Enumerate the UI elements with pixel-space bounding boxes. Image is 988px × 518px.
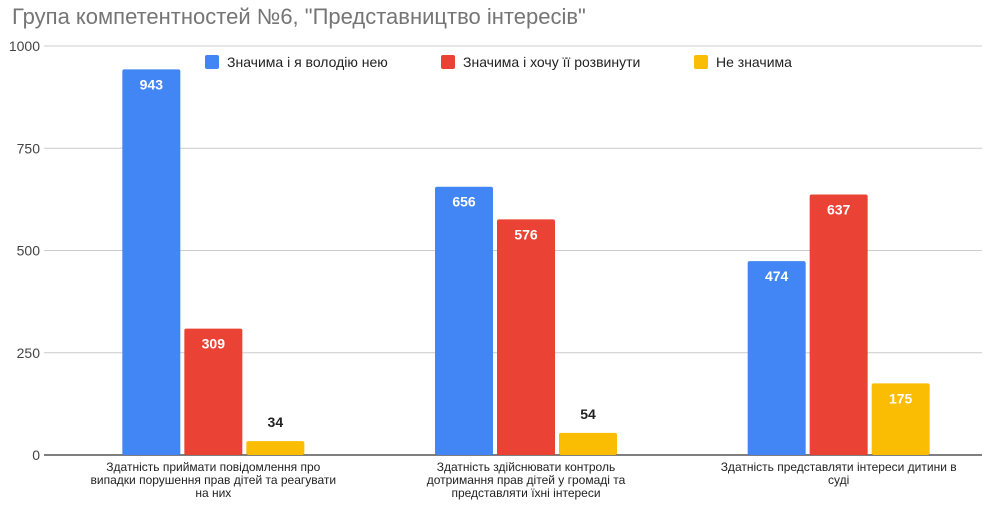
category-label: Здатність приймати повідомлення про bbox=[106, 460, 320, 474]
legend-label: Не значима bbox=[716, 54, 792, 70]
bar bbox=[559, 432, 617, 455]
data-label: 656 bbox=[452, 194, 476, 210]
bar bbox=[747, 261, 806, 455]
y-tick-label: 0 bbox=[32, 447, 40, 463]
data-label: 54 bbox=[580, 406, 596, 422]
legend-swatch bbox=[694, 55, 708, 69]
data-label: 309 bbox=[202, 336, 226, 352]
data-label: 34 bbox=[268, 414, 284, 430]
y-tick-label: 750 bbox=[17, 140, 41, 156]
legend-swatch bbox=[441, 55, 455, 69]
category-label: дотримання прав дітей у громаді та bbox=[427, 473, 626, 487]
data-label: 943 bbox=[140, 76, 164, 92]
bar bbox=[435, 186, 493, 456]
category-labels: Здатність приймати повідомлення провипад… bbox=[91, 460, 957, 500]
data-label: 474 bbox=[765, 268, 789, 284]
y-tick-label: 1000 bbox=[9, 38, 40, 54]
category-label: Здатність представляти інтереси дитини в bbox=[721, 460, 957, 474]
data-label: 576 bbox=[514, 226, 538, 242]
chart-title: Група компетентностей №6, "Представництв… bbox=[12, 4, 586, 29]
category-label: на них bbox=[195, 486, 231, 500]
bar bbox=[871, 383, 930, 455]
category-label: Здатність здійснювати контроль bbox=[437, 460, 615, 474]
data-label: 637 bbox=[827, 201, 851, 217]
data-label: 175 bbox=[889, 390, 913, 406]
y-axis-ticks: 0 250 500 750 1000 bbox=[9, 38, 40, 463]
category-label: представляти їхні інтереси bbox=[451, 486, 600, 500]
bar bbox=[497, 219, 555, 455]
data-labels: 943 309 34 656 576 54 474 637 175 bbox=[140, 76, 913, 430]
bar bbox=[246, 441, 305, 455]
legend-swatch bbox=[205, 55, 219, 69]
category-label: випадки порушення прав дітей та реагуват… bbox=[91, 473, 337, 487]
bar bbox=[809, 194, 868, 456]
category-label: суді bbox=[828, 473, 849, 487]
legend-label: Значима і хочу її розвинути bbox=[463, 54, 640, 70]
bar bbox=[122, 69, 181, 456]
y-tick-label: 500 bbox=[17, 243, 41, 259]
legend-label: Значима і я володію нею bbox=[227, 54, 388, 70]
y-tick-label: 250 bbox=[17, 345, 41, 361]
bars bbox=[122, 69, 930, 456]
bar bbox=[184, 328, 243, 455]
legend: Значима і я володію нею Значима і хочу її… bbox=[205, 54, 792, 70]
